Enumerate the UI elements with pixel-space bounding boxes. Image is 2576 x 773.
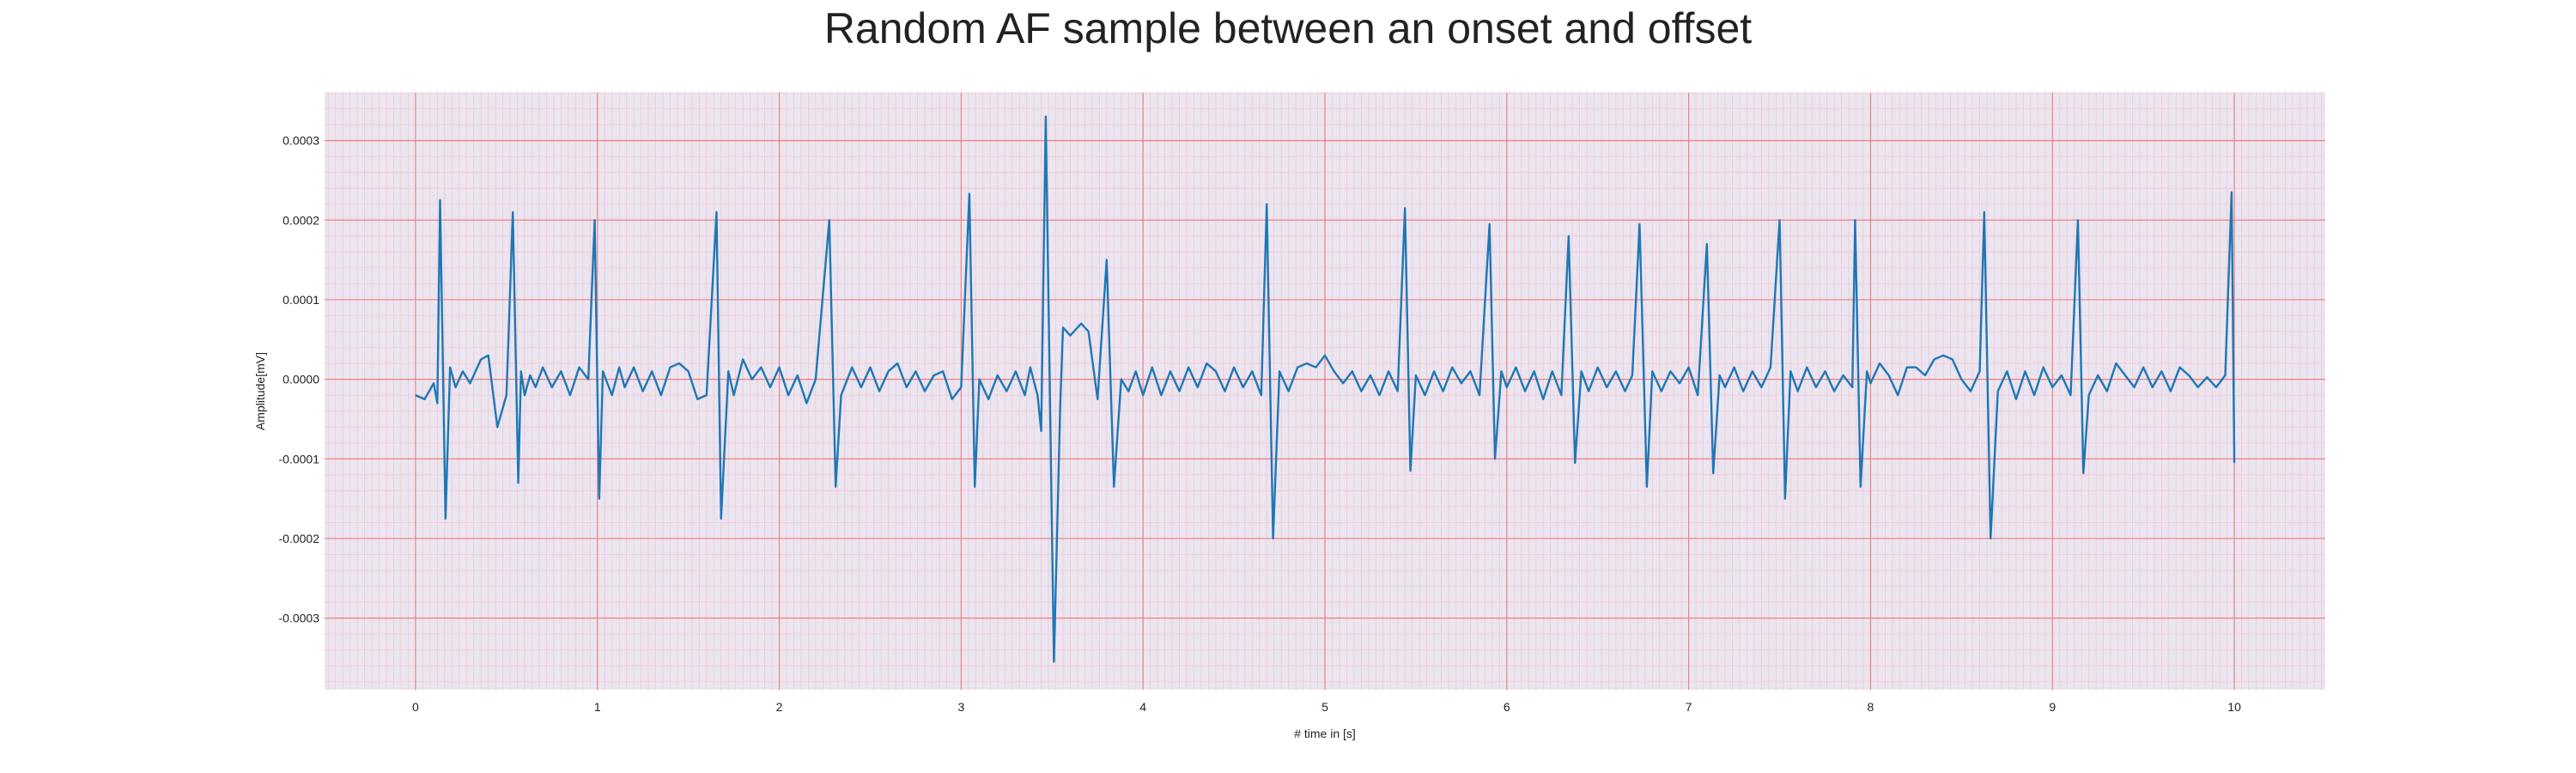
major-grid	[325, 93, 2325, 690]
x-tick-label: 9	[2049, 700, 2056, 714]
y-tick-label: 0.0003	[283, 134, 319, 148]
x-tick-label: 7	[1686, 700, 1692, 714]
chart-title: Random AF sample between an onset and of…	[823, 4, 1753, 52]
x-tick-labels: 0 1 2 3 4 5 6 7 8 9 10	[412, 700, 2241, 714]
x-tick-label: 8	[1868, 700, 1874, 714]
x-tick-label: 5	[1321, 700, 1328, 714]
x-tick-label: 2	[776, 700, 783, 714]
y-tick-label: -0.0002	[279, 532, 320, 545]
x-tick-label: 4	[1139, 700, 1146, 714]
x-tick-label: 1	[594, 700, 601, 714]
x-tick-label: 10	[2227, 700, 2241, 714]
ecg-series-line	[415, 115, 2236, 663]
y-axis-label: Amplitude[mV]	[253, 352, 267, 430]
y-tick-label: -0.0001	[279, 452, 320, 466]
y-tick-label: -0.0003	[279, 612, 320, 625]
y-tick-label: 0.0000	[283, 373, 319, 386]
x-axis-label: # time in [s]	[1294, 727, 1356, 740]
x-tick-label: 0	[412, 700, 419, 714]
y-tick-label: 0.0002	[283, 213, 319, 227]
x-tick-label: 3	[957, 700, 964, 714]
y-tick-label: 0.0001	[283, 293, 319, 307]
x-tick-label: 6	[1504, 700, 1510, 714]
y-tick-labels: -0.0003 -0.0002 -0.0001 0.0000 0.0001 0.0002 0…	[279, 134, 320, 625]
